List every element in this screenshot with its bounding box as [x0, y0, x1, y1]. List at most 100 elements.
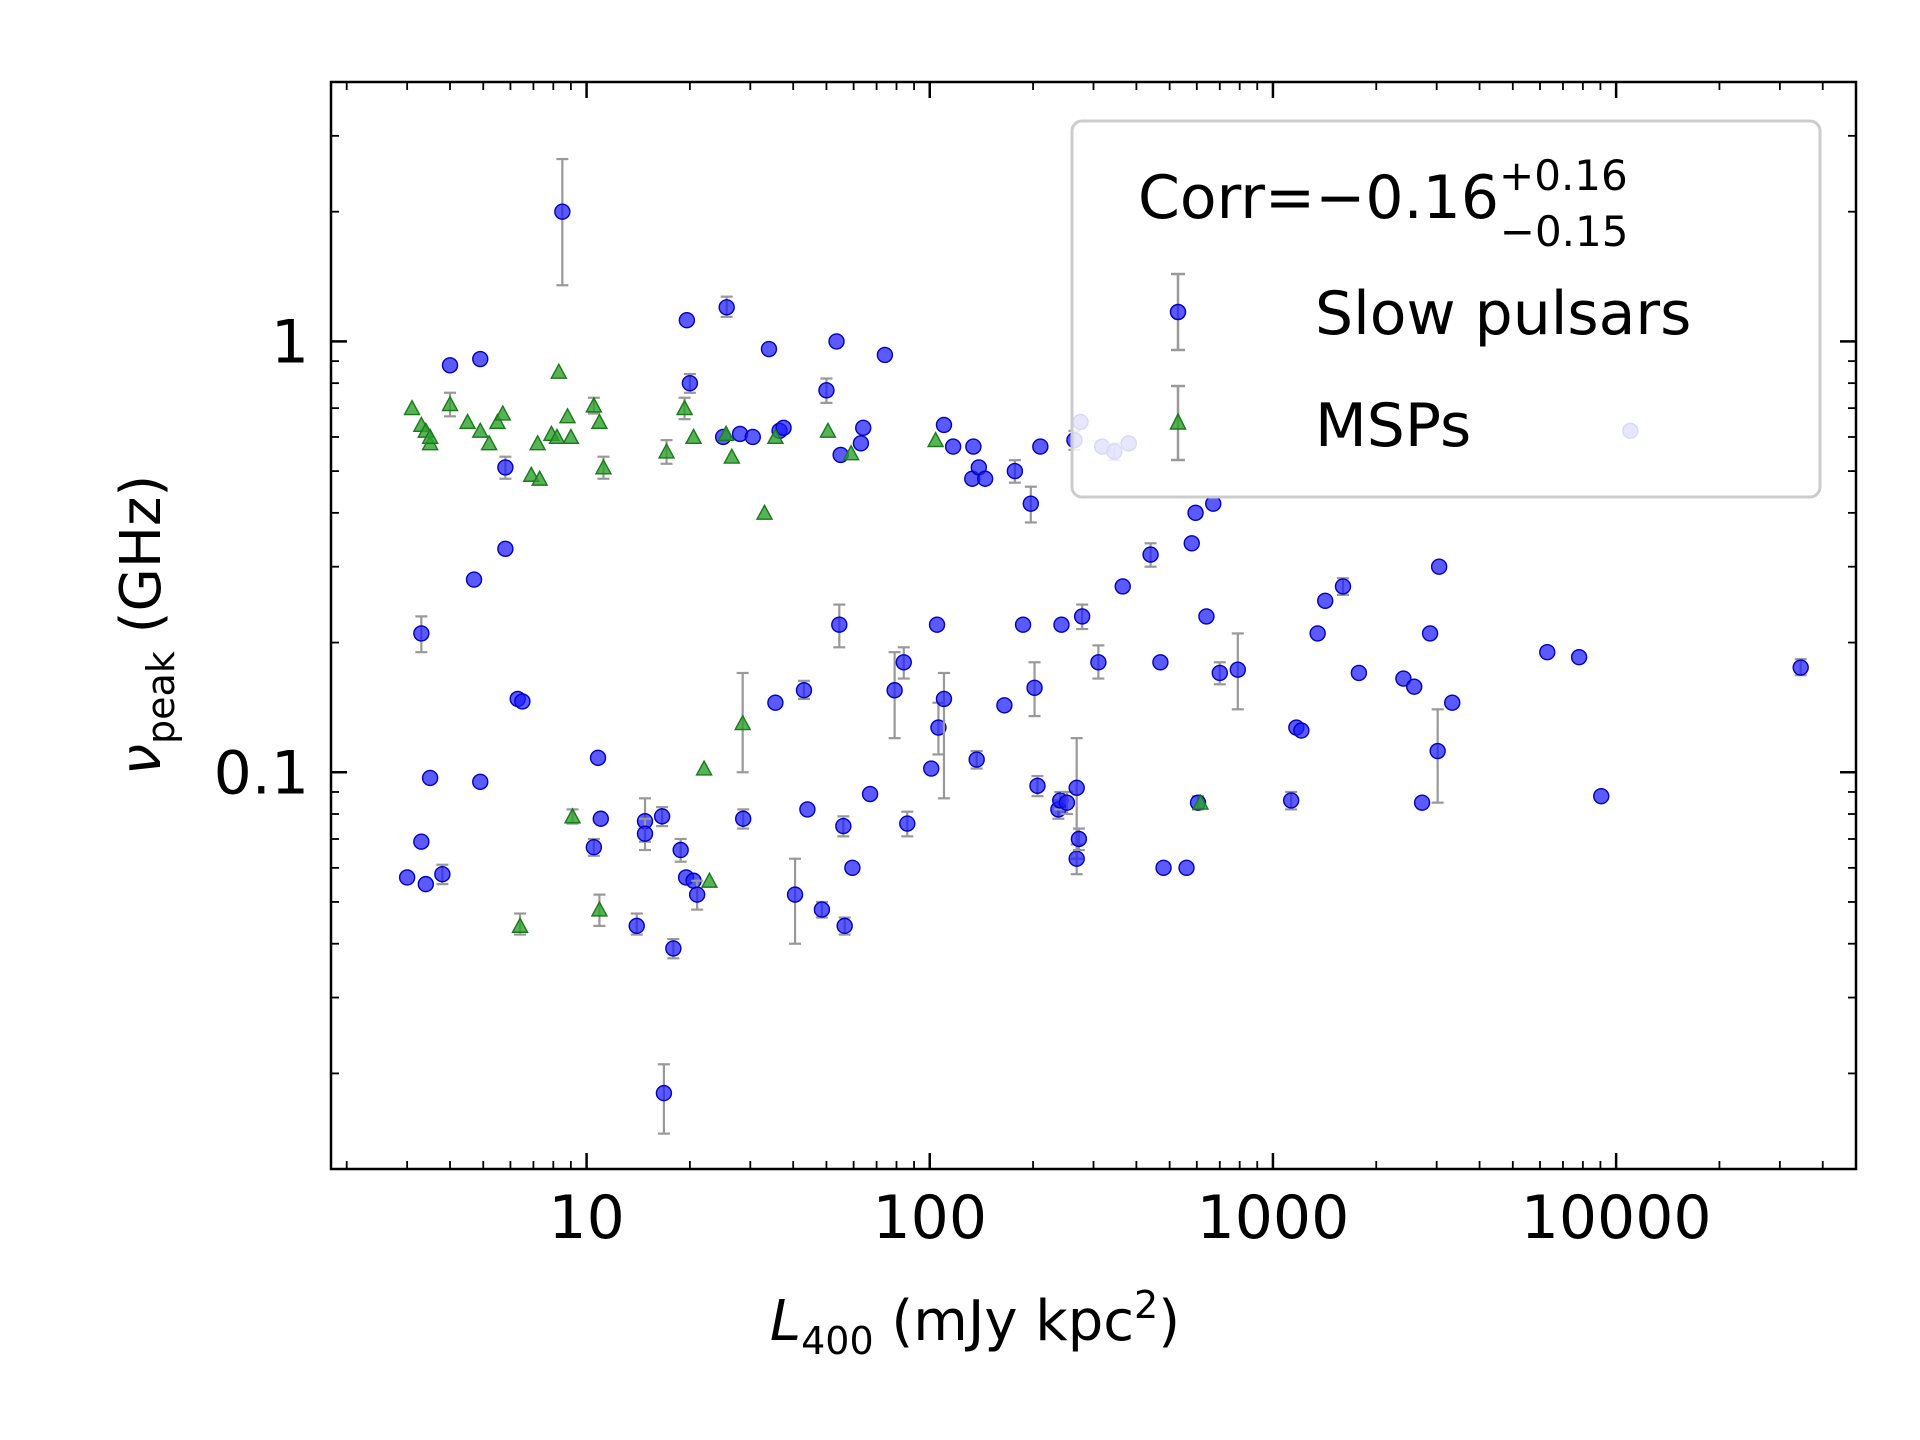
- slow-pulsar-point: [886, 651, 903, 740]
- slow-pulsar-marker: [1068, 779, 1085, 797]
- slow-pulsar-point: [767, 694, 784, 711]
- msp-point: [494, 404, 512, 421]
- slow-pulsar-marker: [852, 435, 870, 452]
- slow-pulsar-point: [1026, 661, 1043, 718]
- msp-point: [1191, 793, 1210, 810]
- slow-pulsar-point: [828, 333, 845, 350]
- msp-point: [441, 391, 459, 418]
- slow-pulsar-marker: [441, 357, 459, 374]
- msp-marker: [594, 458, 613, 475]
- slow-pulsar-marker: [497, 459, 514, 476]
- msp-point: [563, 807, 582, 825]
- slow-pulsar-point: [775, 419, 792, 437]
- y-tick-label: 1: [271, 307, 309, 377]
- slow-pulsar-marker: [760, 340, 778, 358]
- legend-msp-label: MSPs: [1315, 391, 1471, 461]
- slow-pulsar-marker: [1413, 794, 1431, 811]
- msp-marker: [563, 807, 582, 824]
- slow-pulsar-point: [835, 815, 852, 838]
- slow-pulsar-marker: [965, 438, 982, 455]
- legend-slow-label: Slow pulsars: [1315, 279, 1691, 349]
- slow-pulsar-marker: [1058, 794, 1076, 811]
- slow-pulsar-marker: [665, 940, 682, 957]
- slow-pulsar-marker: [899, 815, 916, 832]
- legend-correlation: Corr=−0.16+0.16 −0.15: [1138, 151, 1628, 256]
- msp-marker: [458, 413, 477, 430]
- msp-point: [562, 428, 580, 445]
- slow-pulsar-marker: [1282, 792, 1300, 809]
- slow-pulsar-marker: [844, 859, 861, 877]
- msp-point: [590, 893, 609, 927]
- slow-pulsar-marker: [497, 540, 514, 558]
- slow-pulsar-marker: [928, 616, 946, 633]
- slow-pulsar-marker: [1430, 558, 1448, 575]
- slow-pulsar-point: [672, 837, 689, 863]
- slow-pulsar-point: [813, 900, 831, 919]
- slow-pulsar-marker: [1211, 664, 1228, 682]
- slow-pulsar-point: [1406, 678, 1423, 695]
- msp-marker: [675, 399, 694, 416]
- slow-pulsar-point: [855, 419, 872, 437]
- slow-pulsar-point: [876, 346, 894, 364]
- msp-point: [590, 413, 609, 430]
- slow-pulsar-marker: [1395, 670, 1412, 687]
- slow-pulsar-point: [497, 455, 514, 480]
- slow-pulsar-marker: [465, 571, 483, 588]
- slow-pulsar-point: [1570, 648, 1588, 666]
- slow-pulsar-marker: [1142, 546, 1159, 563]
- slow-pulsar-marker: [1026, 679, 1043, 697]
- slow-pulsar-point: [1142, 542, 1159, 568]
- msp-marker: [733, 714, 752, 731]
- slow-pulsar-point: [413, 833, 430, 850]
- msp-marker: [723, 447, 741, 464]
- x-tick-label: 10000: [1521, 1183, 1712, 1253]
- slow-pulsar-marker: [1198, 608, 1215, 625]
- slow-pulsar-marker: [734, 810, 752, 827]
- slow-pulsar-marker: [886, 682, 903, 699]
- slow-pulsar-marker: [1593, 787, 1610, 805]
- slow-pulsar-marker: [1350, 664, 1368, 682]
- slow-pulsar-point: [589, 749, 607, 767]
- msp-marker: [585, 396, 603, 413]
- slow-pulsar-point: [628, 912, 645, 936]
- slow-pulsar-marker: [1155, 859, 1172, 877]
- slow-pulsar-marker: [1309, 625, 1326, 642]
- slow-pulsar-point: [1444, 694, 1461, 711]
- slow-pulsar-point: [1032, 438, 1049, 455]
- slow-pulsar-point: [465, 571, 483, 588]
- slow-pulsar-point: [1421, 625, 1439, 642]
- msp-marker: [548, 428, 566, 445]
- legend: Corr=−0.16+0.16 −0.15 Slow pulsars MSPs: [1070, 119, 1822, 499]
- msp-point: [657, 439, 676, 465]
- msp-marker: [657, 442, 676, 459]
- slow-pulsar-point: [1539, 643, 1556, 661]
- legend-msp-marker: [1169, 412, 1187, 430]
- slow-pulsar-marker: [1014, 616, 1032, 633]
- msp-marker: [700, 871, 719, 888]
- slow-pulsar-point: [554, 157, 571, 287]
- msp-point: [528, 434, 547, 451]
- slow-pulsar-marker: [672, 841, 689, 859]
- slow-pulsar-marker: [1183, 535, 1200, 552]
- slow-pulsar-point: [786, 857, 804, 945]
- slow-pulsar-marker: [930, 719, 947, 736]
- slow-pulsar-point: [653, 806, 671, 828]
- slow-pulsar-point: [852, 435, 870, 452]
- msp-point: [842, 444, 860, 461]
- slow-pulsar-point: [1183, 535, 1200, 552]
- slow-pulsar-point: [678, 311, 696, 329]
- msp-point: [471, 421, 489, 438]
- slow-pulsar-point: [1229, 632, 1247, 711]
- slow-pulsar-marker: [831, 616, 848, 633]
- slow-pulsar-point: [417, 875, 434, 893]
- slow-pulsar-marker: [1068, 850, 1085, 867]
- slow-pulsar-point: [944, 438, 962, 455]
- slow-pulsar-marker: [1053, 616, 1070, 633]
- msp-marker: [562, 428, 580, 445]
- slow-pulsar-marker: [996, 697, 1013, 714]
- slow-pulsar-marker: [628, 917, 645, 935]
- msp-marker: [403, 399, 421, 416]
- slow-pulsar-marker: [1570, 648, 1588, 666]
- msp-point: [684, 428, 703, 445]
- slow-pulsar-point: [421, 769, 439, 787]
